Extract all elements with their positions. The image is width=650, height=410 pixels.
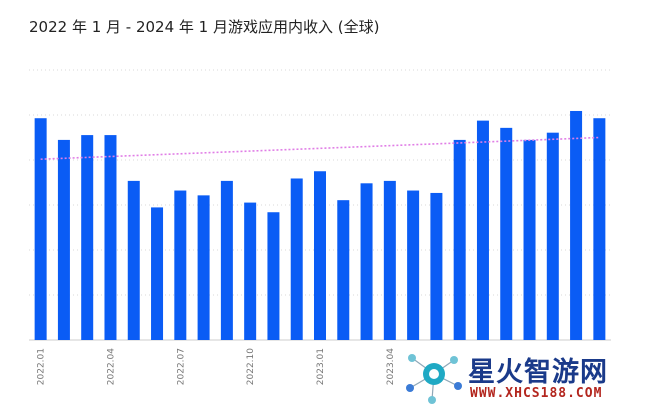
bar xyxy=(407,190,420,340)
bar xyxy=(476,120,489,340)
bar xyxy=(593,118,606,340)
bar xyxy=(430,192,443,340)
x-tick-label: 2023.01 xyxy=(316,348,326,385)
watermark-molecule-icon xyxy=(406,354,462,404)
bar xyxy=(453,139,466,340)
bar xyxy=(570,110,583,340)
x-tick-label: 2022.01 xyxy=(37,348,47,385)
bar xyxy=(197,195,210,340)
bar xyxy=(290,178,303,340)
bar xyxy=(523,139,536,340)
chart-title: 2022 年 1 月 - 2024 年 1 月游戏应用内收入 (全球) xyxy=(29,18,380,36)
x-tick-label: 2022.10 xyxy=(246,348,256,385)
bar xyxy=(244,202,257,340)
bar xyxy=(360,183,373,340)
bar xyxy=(500,127,513,340)
bar xyxy=(81,135,94,340)
bar xyxy=(151,207,164,340)
bar xyxy=(127,180,140,340)
bar xyxy=(174,190,187,340)
bar xyxy=(267,212,280,340)
watermark-text: 星火智游网 xyxy=(468,357,608,388)
x-tick-label: 2022.07 xyxy=(176,348,186,385)
bar xyxy=(57,139,70,340)
bar xyxy=(337,200,350,340)
bar xyxy=(220,180,233,340)
watermark: 星火智游网 WWW.XHCS188.COM xyxy=(402,348,648,406)
bar xyxy=(546,132,559,340)
bar xyxy=(104,135,117,340)
x-tick-label: 2022.04 xyxy=(106,348,116,385)
trend-line xyxy=(40,136,600,160)
bar xyxy=(383,180,396,340)
x-tick-label: 2023.04 xyxy=(386,348,396,385)
bar xyxy=(314,171,326,340)
watermark-url: WWW.XHCS188.COM xyxy=(470,386,603,401)
bar xyxy=(34,118,47,340)
